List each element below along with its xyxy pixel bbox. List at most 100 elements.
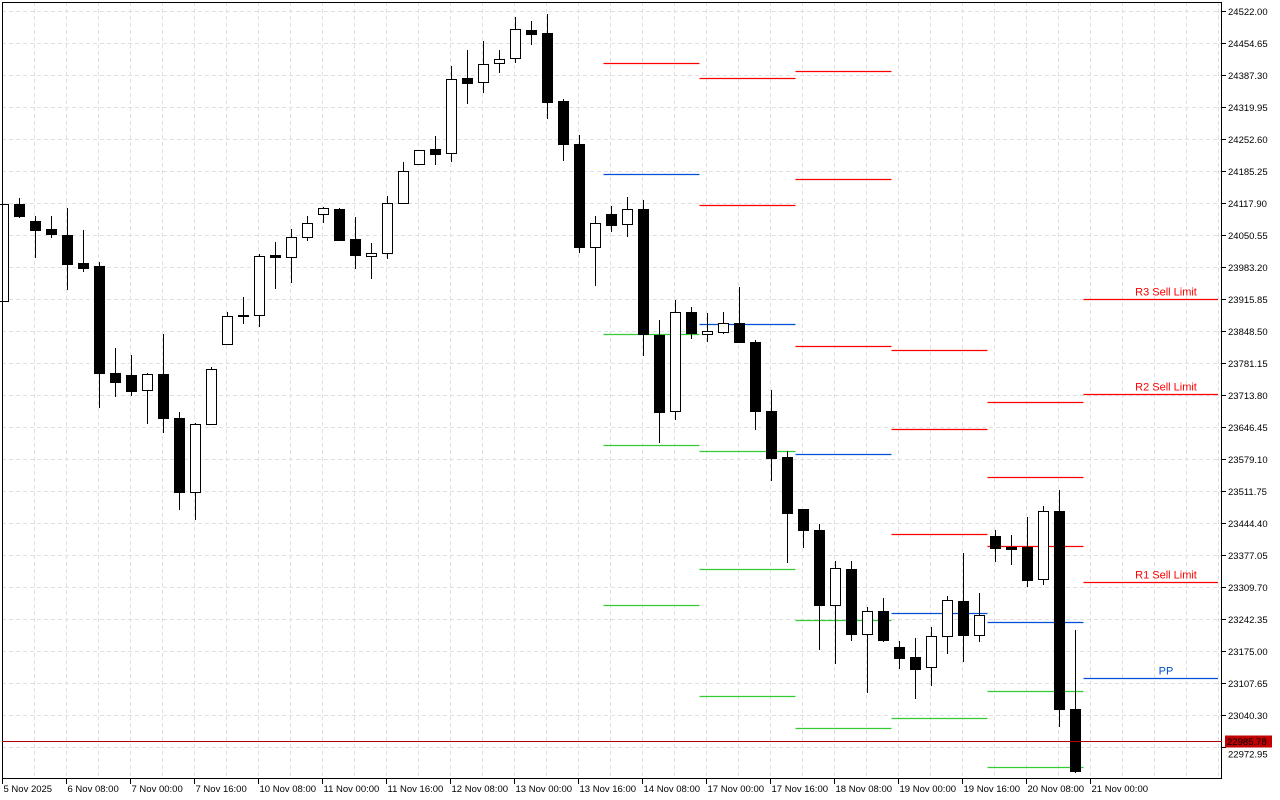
y-tick-label: 23848.50: [1228, 327, 1268, 338]
bear-candle: [638, 209, 649, 335]
y-tick-label: 23983.20: [1228, 263, 1268, 274]
bear-candle: [686, 312, 697, 334]
time-axis[interactable]: 5 Nov 2025 6 Nov 08:00 7 Nov 00:00 7 Nov 16…: [2, 779, 1149, 795]
current-levels: R3 Sell Limit R2 Sell Limit R1 Sell Limit P…: [1083, 287, 1218, 680]
bull-candle: [414, 150, 425, 165]
current-price-label: 22985.78: [1227, 737, 1267, 748]
bull-candle: [622, 209, 633, 225]
x-tick-label: 20 Nov 08:00: [1028, 784, 1085, 795]
bull-candle: [382, 203, 393, 254]
bear-candle: [910, 657, 921, 670]
bear-candle: [78, 263, 89, 269]
bull-candle: [142, 374, 153, 391]
y-tick-label: 23444.40: [1228, 519, 1268, 530]
bull-candle: [510, 29, 521, 59]
bull-candle: [254, 256, 265, 316]
bear-candle: [654, 335, 665, 413]
level-label: R2 Sell Limit: [1135, 382, 1197, 394]
bear-candle: [798, 509, 809, 531]
bull-candle: [478, 64, 489, 83]
bull-candle: [302, 223, 313, 238]
level-label: PP: [1159, 666, 1174, 678]
bull-candle: [398, 171, 409, 204]
y-tick-label: 23915.85: [1228, 295, 1268, 306]
bull-candle: [718, 323, 729, 333]
bull-candle: [974, 615, 985, 636]
bear-candle: [958, 601, 969, 636]
y-tick-label: 23511.75: [1228, 487, 1267, 498]
plot-frame: [2, 2, 1222, 779]
y-tick-label: 23040.30: [1228, 711, 1268, 722]
bear-candle: [558, 101, 569, 145]
y-tick-label: 23309.70: [1228, 583, 1268, 594]
bull-candle: [446, 79, 457, 154]
x-tick-label: 18 Nov 08:00: [836, 784, 893, 795]
bear-candle: [542, 33, 553, 103]
y-tick-label: 24319.95: [1228, 103, 1268, 114]
x-tick-label: 5 Nov 2025: [4, 784, 53, 795]
bull-candle: [670, 312, 681, 412]
bull-candle: [862, 611, 873, 635]
y-tick-label: 23579.10: [1228, 455, 1268, 466]
y-tick-label: 24117.90: [1228, 199, 1267, 210]
bear-candle: [734, 323, 745, 343]
x-tick-label: 7 Nov 16:00: [196, 784, 247, 795]
bear-candle: [1022, 547, 1033, 581]
y-tick-label: 22972.95: [1228, 750, 1268, 761]
x-tick-label: 10 Nov 08:00: [260, 784, 317, 795]
bear-candle: [126, 375, 137, 392]
bull-candle: [926, 636, 937, 668]
x-tick-label: 19 Nov 00:00: [900, 784, 957, 795]
bear-candle: [62, 235, 73, 265]
x-tick-label: 11 Nov 00:00: [324, 784, 380, 795]
x-tick-label: 12 Nov 08:00: [452, 784, 509, 795]
y-tick-label: 23781.15: [1228, 359, 1268, 370]
bear-candle: [750, 342, 761, 412]
bear-candle: [158, 374, 169, 419]
bull-candle: [1038, 511, 1049, 580]
bear-candle: [110, 373, 121, 383]
x-tick-label: 17 Nov 00:00: [708, 784, 765, 795]
x-tick-label: 7 Nov 00:00: [132, 784, 183, 795]
bear-candle: [30, 221, 41, 231]
x-tick-label: 13 Nov 16:00: [580, 784, 637, 795]
x-tick-label: 21 Nov 00:00: [1092, 784, 1149, 795]
bear-candle: [94, 266, 105, 374]
bear-candle: [174, 418, 185, 493]
y-tick-label: 23377.05: [1228, 551, 1268, 562]
level-label: R3 Sell Limit: [1135, 287, 1197, 299]
price-line: 22985.78: [2, 735, 1272, 748]
bull-candle: [318, 208, 329, 215]
bear-candle: [334, 209, 345, 241]
y-tick-label: 24185.25: [1228, 167, 1268, 178]
bear-candle: [462, 78, 473, 84]
price-axis[interactable]: 24522.00 24454.65 24387.30 24319.95 24252.60…: [1222, 7, 1268, 761]
x-tick-label: 11 Nov 16:00: [388, 784, 444, 795]
bull-candle: [286, 237, 297, 258]
bull-candle: [206, 369, 217, 425]
current-price-badge: [1225, 735, 1272, 748]
bear-candle: [1006, 547, 1017, 550]
bull-candle: [494, 59, 505, 64]
y-tick-label: 23175.00: [1228, 647, 1268, 658]
bear-candle: [814, 530, 825, 606]
candles: [0, 14, 1081, 773]
y-tick-label: 24050.55: [1228, 231, 1268, 242]
bear-candle: [1070, 709, 1081, 772]
bear-candle: [606, 214, 617, 226]
bear-candle: [894, 647, 905, 659]
bull-candle: [366, 253, 377, 257]
bull-candle: [190, 424, 201, 493]
bear-candle: [878, 611, 889, 641]
bear-candle: [526, 30, 537, 35]
bull-candle: [590, 223, 601, 248]
grid: [2, 2, 1222, 779]
bear-candle: [574, 144, 585, 248]
bear-candle: [350, 239, 361, 256]
y-tick-label: 24387.30: [1228, 71, 1268, 82]
bear-candle: [846, 569, 857, 635]
bear-candle: [766, 411, 777, 459]
bull-candle: [942, 600, 953, 637]
y-tick-label: 23107.65: [1228, 679, 1268, 690]
